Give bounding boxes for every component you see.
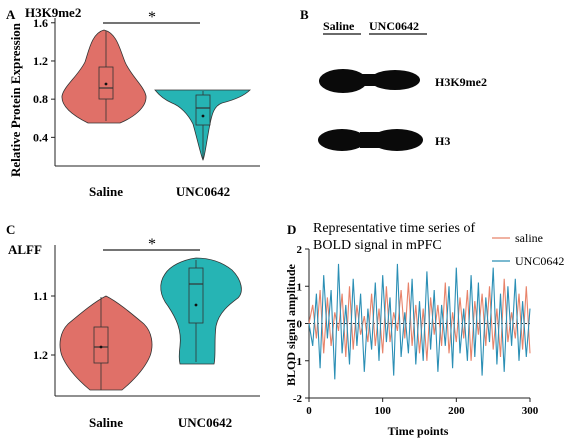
panel-a-tick-label-2: 1.2 <box>33 54 48 68</box>
panel-c-box-unc0642 <box>188 260 204 362</box>
panel-d-ytick-label-2: 0 <box>297 319 303 331</box>
panel-a-title: H3K9me2 <box>25 5 81 20</box>
panel-d-title-line-2: BOLD signal in mPFC <box>313 238 442 253</box>
panel-a-mean-unc0642 <box>201 114 205 118</box>
panel-d-ytick-label-0: -2 <box>293 393 303 405</box>
panel-d-ytick-label-1: -1 <box>293 356 302 368</box>
panel-a-tick-label-3: 1.6 <box>33 16 48 30</box>
blot-band-h3k9me2 <box>319 69 420 93</box>
legend-label-unc0642: UNC0642 <box>515 254 564 268</box>
panel-a-significance-star: * <box>148 9 156 26</box>
panel-d-xtick-label-0: 0 <box>306 405 312 417</box>
panel-d-ytick-label-3: 1 <box>297 281 303 293</box>
panel-c-tick-label-1: 1.1 <box>33 289 48 303</box>
panel-c-tick-label-2: 1.2 <box>33 348 48 362</box>
blot-lane-unc0642: UNC0642 <box>369 19 419 33</box>
panel-d-xtick-label-2: 200 <box>448 405 465 417</box>
panel-a-tick-label-1: 0.8 <box>33 92 48 106</box>
blot-band-h3 <box>318 129 423 151</box>
panel-c-mean-saline <box>99 345 103 349</box>
legend-label-saline: saline <box>515 231 543 245</box>
panel-a-box-unc0642 <box>195 91 211 160</box>
panel-d-xlabel: Time points <box>388 424 449 438</box>
panel-c-box-saline <box>93 297 109 390</box>
panel-a-category-saline: Saline <box>89 184 123 199</box>
panel-d-ylabel: BLOD signal amplitude <box>284 263 298 386</box>
panel-a-letter: A <box>6 7 16 22</box>
blot-lane-saline: Saline <box>323 19 355 33</box>
panel-d-legend: saline UNC0642 <box>492 231 564 268</box>
panel-d-xtick-label-1: 100 <box>374 405 391 417</box>
blot-label-h3k9me2: H3K9me2 <box>435 75 487 89</box>
panel-d-series-unc0642 <box>308 263 531 380</box>
panel-d-xtick-label-3: 300 <box>522 405 539 417</box>
panel-d-series-saline <box>308 278 531 361</box>
panel-c-category-unc0642: UNC0642 <box>178 415 232 430</box>
panel-c-mean-unc0642 <box>194 303 198 307</box>
panel-c-axes <box>54 245 260 397</box>
panel-a-tick-label-0: 0.4 <box>33 130 48 144</box>
blot-label-h3: H3 <box>435 134 450 148</box>
panel-a-mean-saline <box>104 82 108 86</box>
panel-a-ylabel: Relative Protein Expression <box>8 22 23 177</box>
panel-c-significance-star: * <box>148 236 156 253</box>
panel-c-title: ALFF <box>8 242 42 257</box>
panel-d-ytick-label-4: 2 <box>297 244 303 256</box>
panel-a-category-unc0642: UNC0642 <box>176 184 230 199</box>
panel-d-series <box>308 263 531 380</box>
panel-c-letter: C <box>6 222 15 237</box>
panel-b-letter: B <box>300 7 309 22</box>
panel-c-category-saline: Saline <box>89 415 123 430</box>
panel-d-letter: D <box>287 222 296 237</box>
panel-a-axes <box>54 18 260 167</box>
panel-d-title-line-1: Representative time series of <box>313 221 475 236</box>
panel-a-y-ticks: 0.4 0.8 1.2 1.6 <box>33 16 55 144</box>
